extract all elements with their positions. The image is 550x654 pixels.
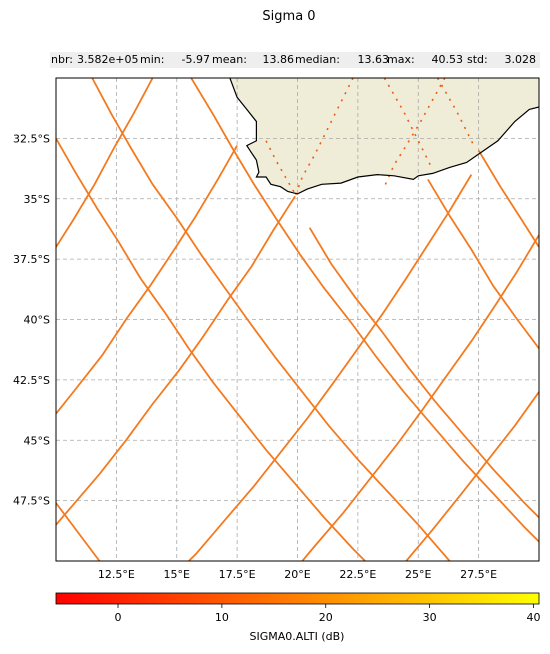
track-line	[427, 178, 539, 350]
x-tick-label: 20°E	[284, 568, 310, 581]
track-line	[56, 145, 238, 415]
track-line	[477, 149, 539, 248]
stat-max-value: 40.53	[431, 53, 464, 66]
plot-frame	[55, 77, 540, 562]
colorbar-tick-label: 40	[526, 611, 540, 624]
grid-layer	[56, 78, 539, 561]
track-line	[56, 78, 154, 248]
track-line	[405, 391, 539, 561]
land-track	[436, 78, 475, 146]
y-tick-label: 35°S	[24, 193, 50, 206]
land-track	[294, 78, 354, 197]
x-tick-label: 12.5°E	[98, 568, 135, 581]
land-track	[383, 78, 446, 188]
colorbar-tick-label: 0	[115, 611, 122, 624]
x-axis-ticks: 12.5°E 15°E 17.5°E 20°E 22.5°E 25°E 27.5°E	[98, 568, 497, 581]
y-axis-ticks: 32.5°S 35°S 37.5°S 40°S 42.5°S 45°S 47.5°S	[13, 132, 50, 507]
stat-mean-value: 13.86	[262, 53, 295, 66]
x-tick-label: 22.5°E	[339, 568, 376, 581]
track-line	[301, 234, 539, 561]
track-line	[91, 78, 451, 561]
land-track	[383, 78, 432, 166]
track-line	[188, 174, 473, 561]
coastline	[229, 78, 539, 195]
colorbar-ticks: 0 10 20 30 40	[115, 604, 540, 624]
x-tick-label: 17.5°E	[219, 568, 256, 581]
stat-min-value: -5.97	[181, 53, 210, 66]
chart-title: Sigma 0	[262, 9, 316, 24]
y-tick-label: 40°S	[24, 314, 50, 327]
stat-nbr-value: 3.582e+05	[77, 53, 139, 66]
stat-median-value: 13.63	[357, 53, 390, 66]
stat-mean-label: mean:	[212, 53, 247, 66]
track-line	[56, 502, 101, 561]
colorbar	[55, 592, 540, 605]
y-tick-label: 47.5°S	[13, 495, 50, 508]
colorbar-tick-label: 30	[423, 611, 437, 624]
colorbar-tick-label: 20	[319, 611, 333, 624]
land-layer	[229, 78, 539, 194]
land-area	[229, 78, 539, 194]
y-tick-label: 37.5°S	[13, 253, 50, 266]
y-tick-label: 32.5°S	[13, 132, 50, 145]
track-line	[56, 137, 366, 561]
x-tick-label: 25°E	[405, 568, 431, 581]
stat-std-label: std:	[467, 53, 488, 66]
track-line	[308, 227, 539, 519]
x-tick-label: 27.5°E	[460, 568, 497, 581]
colorbar-tick-label: 10	[215, 611, 229, 624]
y-tick-label: 45°S	[24, 434, 50, 447]
stat-median-label: median:	[295, 53, 340, 66]
stat-min-label: min:	[140, 53, 165, 66]
stats-bar: nbr: 3.582e+05 min: -5.97 mean: 13.86 me…	[50, 52, 540, 68]
colorbar-label: SIGMA0.ALTI (dB)	[250, 630, 345, 643]
x-tick-label: 15°E	[164, 568, 190, 581]
track-line	[190, 78, 539, 543]
stat-max-label: max:	[387, 53, 415, 66]
y-tick-label: 42.5°S	[13, 374, 50, 387]
track-layer	[56, 78, 539, 561]
track-line	[56, 195, 296, 526]
stat-nbr-label: nbr:	[51, 53, 73, 66]
stat-std-value: 3.028	[504, 53, 537, 66]
